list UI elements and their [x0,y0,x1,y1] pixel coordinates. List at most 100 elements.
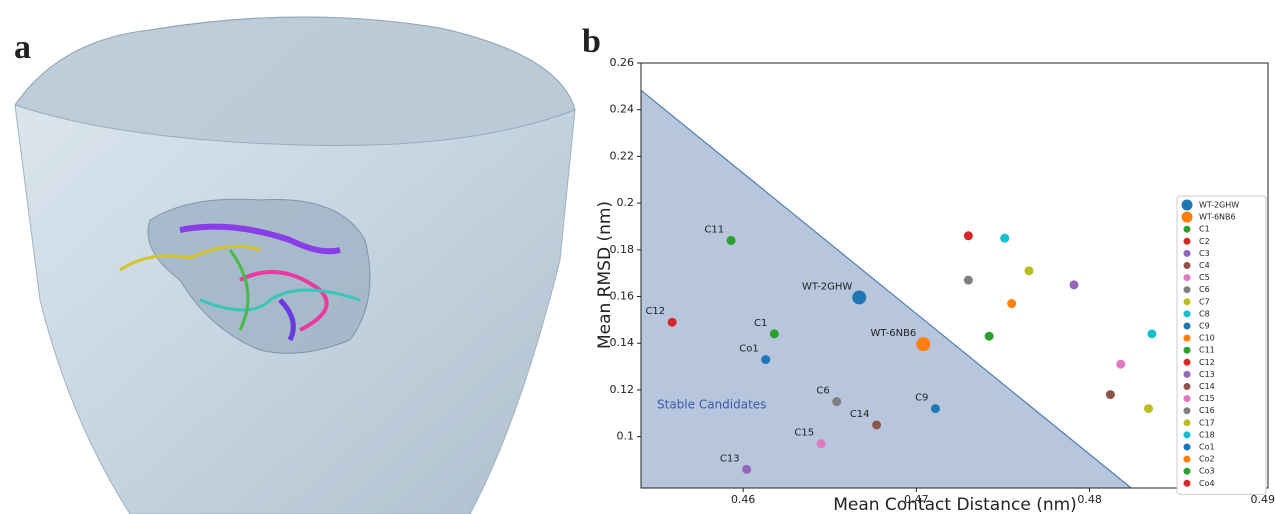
point-label: C12 [645,306,665,317]
legend-marker [1183,225,1191,233]
point [832,397,842,407]
legend-marker [1183,358,1191,366]
panel-label: b [582,23,601,60]
point [872,420,882,430]
point-label: WT-6NB6 [871,328,917,339]
legend-label: Co2 [1199,455,1215,464]
legend-marker [1183,346,1191,354]
point [963,231,973,241]
y-axis-title: Mean RMSD (nm) [595,201,615,349]
point [1143,404,1153,414]
point [726,235,736,245]
legend-label: C3 [1199,249,1210,258]
point-label: C6 [816,386,829,397]
point-label: C14 [850,409,870,420]
y-tick-label: 0.2 [617,196,635,209]
y-tick-label: 0.16 [610,290,635,303]
legend-label: C2 [1199,237,1210,246]
point [1000,233,1010,243]
legend-marker [1183,479,1191,487]
legend-marker [1183,249,1191,257]
legend-label: C16 [1199,406,1215,415]
point [916,337,931,352]
x-axis-title: Mean Contact Distance (nm) [833,495,1077,514]
point [1007,299,1017,309]
legend-label: WT-6NB6 [1199,213,1236,222]
point [930,404,940,414]
legend-label: C11 [1199,346,1215,355]
y-tick-label: 0.14 [610,336,635,349]
legend-marker [1183,310,1191,318]
point [1116,359,1126,369]
point-label: C9 [915,393,928,404]
x-tick-label: 0.49 [1251,493,1275,506]
plot-frame [640,62,1269,489]
point-label: C1 [754,318,767,329]
point-label: Co1 [739,344,758,355]
legend-label: C12 [1199,358,1215,367]
legend-label: C8 [1199,309,1210,318]
legend-label: Co4 [1199,479,1215,488]
legend-label: C7 [1199,297,1210,306]
legend-label: WT-2GHW [1199,201,1239,210]
region-label: Stable Candidates [657,398,766,412]
panel-a-render [14,16,576,514]
legend-marker [1183,395,1191,403]
legend-label: C13 [1199,370,1215,379]
legend-label: C9 [1199,322,1210,331]
legend-marker [1183,443,1191,451]
legend-marker [1183,237,1191,245]
point-label: C15 [794,428,814,439]
point [667,317,677,327]
legend-label: C5 [1199,273,1210,282]
y-tick-label: 0.12 [610,383,635,396]
legend-label: C4 [1199,261,1210,270]
legend-label: C15 [1199,394,1215,403]
legend-marker [1183,274,1191,282]
y-tick-label: 0.1 [617,430,635,443]
point-label: C13 [720,453,740,464]
legend-marker [1183,431,1191,439]
legend-marker [1181,199,1193,211]
legend-marker [1183,370,1191,378]
legend-marker [1183,407,1191,415]
legend-marker [1183,322,1191,330]
point [984,331,994,341]
legend-label: C6 [1199,285,1210,294]
point [963,275,973,285]
legend-marker [1183,334,1191,342]
legend-marker [1183,467,1191,475]
point [1024,266,1034,276]
point [769,329,779,339]
legend-label: C17 [1199,418,1215,427]
y-tick-label: 0.24 [610,103,635,116]
legend-marker [1183,286,1191,294]
x-tick-label: 0.46 [731,493,756,506]
y-tick-label: 0.18 [610,243,635,256]
y-tick-label: 0.22 [610,149,635,162]
point [852,290,867,305]
legend-marker [1183,262,1191,269]
legend-label: Co3 [1199,467,1215,476]
panel-label: a [14,29,31,66]
x-tick-label: 0.47 [904,493,929,506]
legend-label: C10 [1199,334,1215,343]
legend-marker [1183,419,1191,427]
point [816,439,826,449]
legend-label: C14 [1199,382,1215,391]
y-tick-label: 0.26 [610,56,635,69]
legend-marker [1183,383,1191,390]
legend-label: C1 [1199,225,1210,234]
point [1069,280,1079,290]
point [1147,329,1157,339]
x-tick-label: 0.48 [1077,493,1102,506]
point-label: C11 [704,224,724,235]
point-label: WT-2GHW [802,281,852,292]
stable-boundary [640,89,1132,489]
point [1105,390,1115,400]
legend-marker [1183,298,1191,306]
legend-marker [1181,211,1193,223]
legend-label: Co1 [1199,443,1215,452]
point [761,355,771,365]
